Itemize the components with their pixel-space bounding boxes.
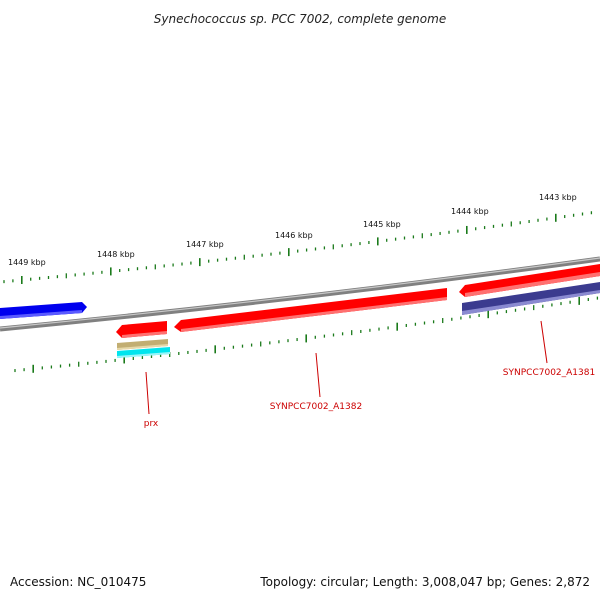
accession-text: Accession: NC_010475 [10,575,146,589]
gene-label-prx[interactable]: prx [144,419,159,429]
leader-line-a1382 [315,352,321,398]
tick-label-1445: 1445 kbp [363,220,401,229]
minor-ticks-inner [14,296,599,373]
genome-backbone-highlight [0,257,600,329]
genome-backbone [0,256,600,332]
feature-tan[interactable] [117,339,168,350]
gene-prx[interactable] [116,321,167,338]
leader-line-a1381 [540,320,548,364]
gene-blue[interactable] [0,302,87,319]
map-title: Synechococcus sp. PCC 7002, complete gen… [154,12,446,26]
gene-synpcc7002-a1382[interactable] [174,288,447,332]
tick-label-1443: 1443 kbp [539,193,577,202]
tick-layer: 1449 kbp 1448 kbp 1447 kbp 1446 kbp 1445… [3,193,599,373]
tick-label-1446: 1446 kbp [275,231,313,240]
feature-cyan[interactable] [117,347,170,358]
gene-label-synpcc7002-a1381[interactable]: SYNPCC7002_A1381 [503,368,595,378]
minor-ticks-outer [3,211,593,285]
tick-label-1444: 1444 kbp [451,207,489,216]
gene-navy[interactable] [462,282,600,315]
gene-label-synpcc7002-a1382[interactable]: SYNPCC7002_A1382 [270,402,362,412]
leader-line-prx [145,371,150,415]
genome-summary-text: Topology: circular; Length: 3,008,047 bp… [259,575,590,589]
tick-label-1449: 1449 kbp [8,258,46,267]
gene-red-right[interactable] [459,264,600,297]
tick-label-1448: 1448 kbp [97,250,135,259]
tick-label-1447: 1447 kbp [186,240,224,249]
